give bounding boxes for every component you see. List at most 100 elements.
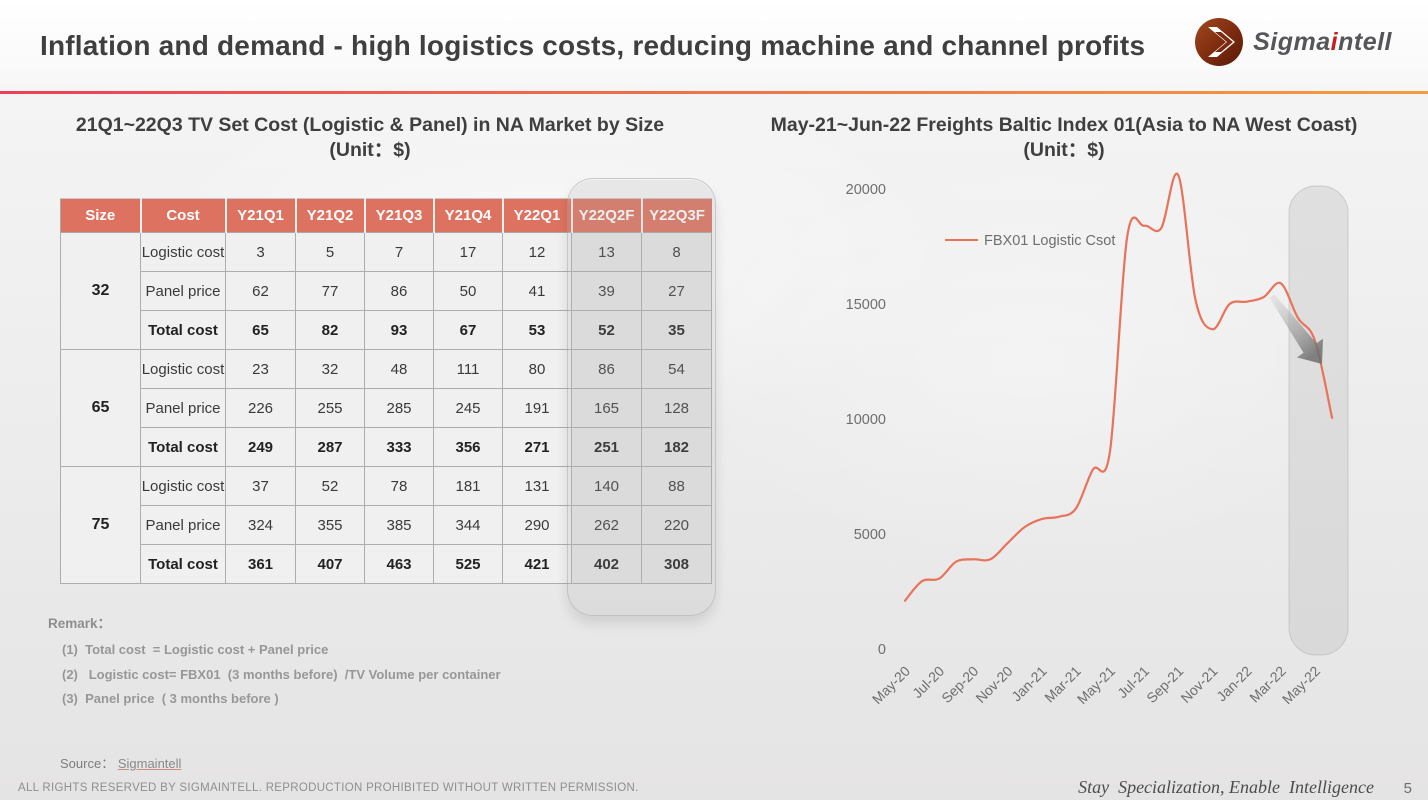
value-cell: 3 bbox=[225, 232, 296, 272]
logo-wordmark: Sigmaintell bbox=[1253, 28, 1392, 57]
value-cell: 344 bbox=[433, 505, 503, 545]
value-cell: 191 bbox=[502, 388, 572, 428]
table-row: 32 Logistic cost 3 5 7 17 12 13 8 bbox=[60, 232, 712, 350]
chart-title: May-21~Jun-22 Freights Baltic Index 01(A… bbox=[728, 113, 1400, 163]
value-cell: 525 bbox=[433, 544, 503, 584]
value-cell: 65 bbox=[225, 310, 296, 350]
value-cell: 53 bbox=[502, 310, 572, 350]
cost-table: Size Cost Y21Q1 Y21Q2 Y21Q3 Y21Q4 Y22Q1 Y22Q2F Y… bbox=[60, 198, 712, 584]
logo-mark-icon bbox=[1195, 18, 1244, 66]
row-label: Logistic cost bbox=[140, 232, 226, 272]
cost-table-body: 32 Logistic cost 3 5 7 17 12 13 8 Panel price 62 77… bbox=[60, 232, 712, 584]
chart-legend: FBX01 Logistic Csot bbox=[945, 233, 1115, 249]
source-line: Source： Sigmaintell bbox=[60, 753, 181, 772]
column-header-y21q4: Y21Q4 bbox=[432, 198, 503, 233]
value-cell: 86 bbox=[571, 349, 642, 389]
value-cell: 82 bbox=[295, 310, 365, 350]
slogan-text: Stay Specialization, Enable Intelligence bbox=[1078, 777, 1374, 797]
value-cell: 361 bbox=[225, 544, 296, 584]
y-axis-ticks: 0 5000 10000 15000 20000 bbox=[846, 182, 886, 658]
value-cell: 35 bbox=[641, 310, 712, 350]
value-cell: 48 bbox=[364, 349, 434, 389]
value-cell: 385 bbox=[364, 505, 434, 545]
row-label: Logistic cost bbox=[140, 349, 226, 389]
value-cell: 111 bbox=[433, 349, 503, 389]
column-header-y22q3f: Y22Q3F bbox=[640, 198, 712, 233]
sigmaintell-logo: Sigmaintell bbox=[1193, 16, 1392, 68]
legend-label: FBX01 Logistic Csot bbox=[984, 233, 1115, 249]
page-number: 5 bbox=[1403, 780, 1412, 797]
table-row: Panel price 324 355 385 344 290 262 220 bbox=[61, 505, 712, 545]
value-cell: 262 bbox=[571, 505, 642, 545]
x-tick-label: May-21 bbox=[1074, 663, 1118, 705]
y-tick-label: 5000 bbox=[854, 527, 886, 543]
freight-index-chart: 0 5000 10000 15000 20000 May-20Jul-20Sep-20N… bbox=[846, 172, 1349, 705]
value-cell: 324 bbox=[225, 505, 296, 545]
column-header-cost: Cost bbox=[139, 198, 226, 233]
remark-title: Remark： bbox=[48, 616, 112, 631]
value-cell: 333 bbox=[364, 427, 434, 467]
size-cell-65: 65 bbox=[60, 349, 141, 467]
value-cell: 131 bbox=[502, 466, 572, 506]
value-cell: 290 bbox=[502, 505, 572, 545]
x-tick-label: May-22 bbox=[1279, 663, 1323, 705]
table-row: Total cost 361 407 463 525 421 402 308 bbox=[61, 544, 712, 584]
remark-line-1: (1) Total cost = Logistic cost + Panel p… bbox=[62, 642, 329, 657]
value-cell: 7 bbox=[364, 232, 434, 272]
column-header-y21q3: Y21Q3 bbox=[363, 198, 434, 233]
value-cell: 67 bbox=[433, 310, 503, 350]
value-cell: 41 bbox=[502, 271, 572, 311]
column-header-y22q1: Y22Q1 bbox=[501, 198, 572, 233]
column-header-size: Size bbox=[60, 198, 141, 233]
value-cell: 37 bbox=[225, 466, 296, 506]
value-cell: 271 bbox=[502, 427, 572, 467]
value-cell: 255 bbox=[295, 388, 365, 428]
source-link[interactable]: Sigmaintell bbox=[117, 756, 182, 771]
value-cell: 88 bbox=[641, 466, 712, 506]
value-cell: 355 bbox=[295, 505, 365, 545]
downtrend-arrow-icon bbox=[1269, 294, 1323, 364]
size-cell-75: 75 bbox=[60, 466, 141, 584]
x-tick-label: Jan-21 bbox=[1008, 663, 1050, 705]
value-cell: 407 bbox=[295, 544, 365, 584]
y-tick-label: 15000 bbox=[846, 297, 886, 313]
row-label: Panel price bbox=[140, 505, 226, 545]
value-cell: 165 bbox=[571, 388, 642, 428]
value-cell: 249 bbox=[225, 427, 296, 467]
value-cell: 5 bbox=[295, 232, 365, 272]
column-header-y21q1: Y21Q1 bbox=[224, 198, 296, 233]
value-cell: 32 bbox=[295, 349, 365, 389]
table-title-line1: 21Q1~22Q3 TV Set Cost (Logistic & Panel)… bbox=[75, 114, 665, 136]
row-label: Total cost bbox=[140, 544, 226, 584]
value-cell: 421 bbox=[502, 544, 572, 584]
value-cell: 402 bbox=[571, 544, 642, 584]
value-cell: 220 bbox=[641, 505, 712, 545]
value-cell: 13 bbox=[571, 232, 642, 272]
x-tick-label: Nov-21 bbox=[1177, 663, 1220, 705]
remark-line-2: (2) Logistic cost= FBX01 (3 months befor… bbox=[62, 666, 501, 682]
value-cell: 77 bbox=[295, 271, 365, 311]
value-cell: 27 bbox=[641, 271, 712, 311]
logo-text-accent: i bbox=[1330, 27, 1339, 56]
x-tick-label: May-20 bbox=[869, 663, 913, 705]
value-cell: 17 bbox=[433, 232, 503, 272]
y-tick-label: 0 bbox=[878, 642, 886, 658]
logo-text-2: ntell bbox=[1338, 27, 1392, 56]
column-header-y21q2: Y21Q2 bbox=[294, 198, 365, 233]
table-title-line2: (Unit：$) bbox=[329, 139, 411, 161]
table-title: 21Q1~22Q3 TV Set Cost (Logistic & Panel)… bbox=[40, 113, 700, 163]
chart-title-line1: May-21~Jun-22 Freights Baltic Index 01(A… bbox=[770, 114, 1358, 136]
value-cell: 78 bbox=[364, 466, 434, 506]
value-cell: 128 bbox=[641, 388, 712, 428]
highlight-band bbox=[1288, 185, 1349, 656]
value-cell: 140 bbox=[571, 466, 642, 506]
x-tick-label: Jan-22 bbox=[1213, 663, 1255, 705]
fbx01-line-series bbox=[903, 172, 1334, 602]
value-cell: 80 bbox=[502, 349, 572, 389]
table-row: Panel price 226 255 285 245 191 165 128 bbox=[61, 388, 712, 428]
value-cell: 181 bbox=[433, 466, 503, 506]
table-header-row: Size Cost Y21Q1 Y21Q2 Y21Q3 Y21Q4 Y22Q1 Y22Q2F Y… bbox=[60, 198, 712, 233]
size-cell-32: 32 bbox=[60, 232, 141, 350]
value-cell: 308 bbox=[641, 544, 712, 584]
header-band bbox=[0, 0, 1428, 91]
